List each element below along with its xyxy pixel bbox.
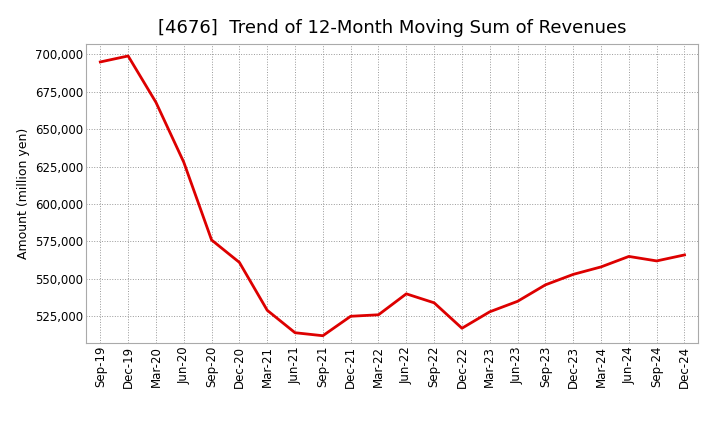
Y-axis label: Amount (million yen): Amount (million yen) bbox=[17, 128, 30, 259]
Title: [4676]  Trend of 12-Month Moving Sum of Revenues: [4676] Trend of 12-Month Moving Sum of R… bbox=[158, 19, 626, 37]
